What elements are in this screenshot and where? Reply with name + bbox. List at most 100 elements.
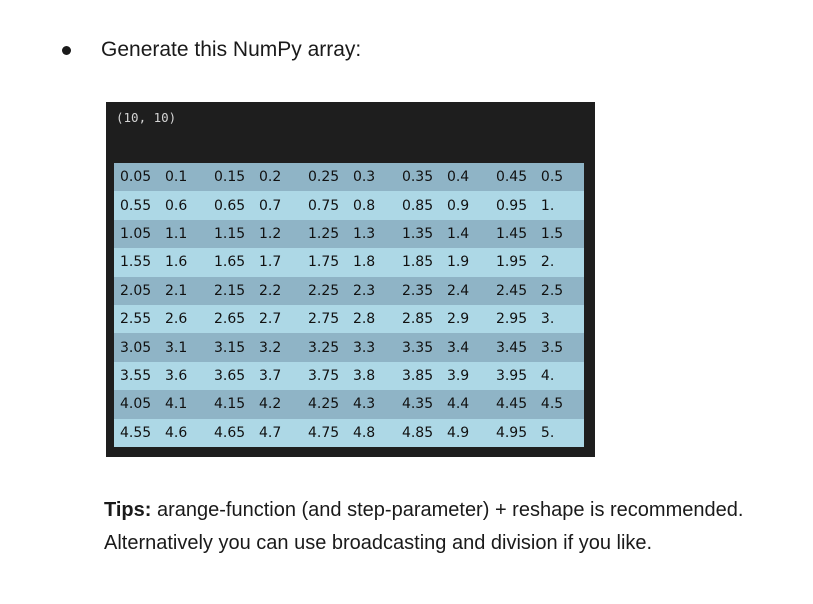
array-row: 4.05 4.1 4.15 4.2 4.25 4.3 4.35 4.4 4.45 4.5 <box>114 390 584 419</box>
array-cell: 2.3 <box>352 276 396 305</box>
array-cell: 0.85 <box>395 191 447 220</box>
instruction-bullet: Generate this NumPy array: <box>62 38 361 62</box>
array-cell: 4.3 <box>352 390 396 419</box>
array-cell: 1.7 <box>258 248 302 277</box>
array-cell: 2.25 <box>301 276 353 305</box>
array-cell: 1.85 <box>395 248 447 277</box>
array-cell: 2.1 <box>164 276 208 305</box>
array-cell: 3. <box>540 304 584 334</box>
array-cell: 1.4 <box>446 219 490 249</box>
array-cell: 2. <box>540 248 584 277</box>
array-row: 1.55 1.6 1.65 1.7 1.75 1.8 1.85 1.9 1.95 2. <box>114 248 584 277</box>
array-cell: 3.7 <box>258 361 302 391</box>
array-cell: 3.55 <box>114 361 165 391</box>
array-cell: 1. <box>540 191 584 220</box>
array-cell: 4.95 <box>489 418 541 447</box>
array-cell: 4.4 <box>446 390 490 419</box>
array-cell: 3.9 <box>446 361 490 391</box>
array-cell: 2.95 <box>489 304 541 334</box>
array-cell: 2.65 <box>207 304 259 334</box>
array-cell: 2.7 <box>258 304 302 334</box>
array-row: 3.05 3.1 3.15 3.2 3.25 3.3 3.35 3.4 3.45 3.5 <box>114 333 584 362</box>
array-cell: 0.95 <box>489 191 541 220</box>
array-cell: 0.6 <box>164 191 208 220</box>
array-cell: 2.4 <box>446 276 490 305</box>
array-cell: 0.3 <box>352 163 396 192</box>
array-cell: 4.7 <box>258 418 302 447</box>
array-cell: 2.2 <box>258 276 302 305</box>
array-cell: 4.1 <box>164 390 208 419</box>
array-row: 3.55 3.6 3.65 3.7 3.75 3.8 3.85 3.9 3.95 4. <box>114 361 584 391</box>
array-cell: 0.65 <box>207 191 259 220</box>
array-shape-text: (10, 10) <box>116 110 177 125</box>
array-cell: 1.1 <box>164 219 208 249</box>
array-cell: 1.55 <box>114 248 165 277</box>
bullet-dot-icon <box>62 45 71 55</box>
array-cell: 0.05 <box>114 163 165 192</box>
array-cell: 4.55 <box>114 418 165 447</box>
array-cell: 3.75 <box>301 361 353 391</box>
array-cell: 1.65 <box>207 248 259 277</box>
array-cell: 1.95 <box>489 248 541 277</box>
array-cell: 4.8 <box>352 418 396 447</box>
array-cell: 1.05 <box>114 219 165 249</box>
array-cell: 4.2 <box>258 390 302 419</box>
array-cell: 2.15 <box>207 276 259 305</box>
array-cell: 0.8 <box>352 191 396 220</box>
array-cell: 1.45 <box>489 219 541 249</box>
array-cell: 2.6 <box>164 304 208 334</box>
array-cell: 4.5 <box>540 390 584 419</box>
array-cell: 2.55 <box>114 304 165 334</box>
array-row: 4.55 4.6 4.65 4.7 4.75 4.8 4.85 4.9 4.95 5. <box>114 418 584 447</box>
array-cell: 4.05 <box>114 390 165 419</box>
array-cell: 1.15 <box>207 219 259 249</box>
array-cell: 0.9 <box>446 191 490 220</box>
array-cell: 3.65 <box>207 361 259 391</box>
array-cell: 1.2 <box>258 219 302 249</box>
array-cell: 4.45 <box>489 390 541 419</box>
array-cell: 0.7 <box>258 191 302 220</box>
array-cell: 4.75 <box>301 418 353 447</box>
array-cell: 2.85 <box>395 304 447 334</box>
array-table: 0.05 0.1 0.15 0.2 0.25 0.3 0.35 0.4 0.45 0.5 0.55 0… <box>114 163 584 447</box>
array-cell: 2.8 <box>352 304 396 334</box>
array-cell: 3.85 <box>395 361 447 391</box>
array-cell: 0.4 <box>446 163 490 192</box>
array-cell: 0.75 <box>301 191 353 220</box>
array-cell: 3.45 <box>489 333 541 362</box>
array-cell: 2.75 <box>301 304 353 334</box>
array-cell: 1.35 <box>395 219 447 249</box>
array-cell: 5. <box>540 418 584 447</box>
array-cell: 0.15 <box>207 163 259 192</box>
array-cell: 1.25 <box>301 219 353 249</box>
array-cell: 4. <box>540 361 584 391</box>
array-row: 1.05 1.1 1.15 1.2 1.25 1.3 1.35 1.4 1.45 1.5 <box>114 219 584 249</box>
array-cell: 1.6 <box>164 248 208 277</box>
array-cell: 3.95 <box>489 361 541 391</box>
array-row: 0.05 0.1 0.15 0.2 0.25 0.3 0.35 0.4 0.45 0.5 <box>114 163 584 192</box>
array-cell: 3.4 <box>446 333 490 362</box>
array-cell: 3.2 <box>258 333 302 362</box>
array-cell: 3.15 <box>207 333 259 362</box>
array-output-box: (10, 10) 0.05 0.1 0.15 0.2 0.25 0.3 0.35 0.4 0.4… <box>106 102 595 457</box>
array-row: 2.05 2.1 2.15 2.2 2.25 2.3 2.35 2.4 2.45 2.5 <box>114 276 584 305</box>
array-cell: 0.5 <box>540 163 584 192</box>
array-cell: 3.25 <box>301 333 353 362</box>
array-cell: 4.25 <box>301 390 353 419</box>
array-cell: 3.05 <box>114 333 165 362</box>
array-row: 2.55 2.6 2.65 2.7 2.75 2.8 2.85 2.9 2.95 3. <box>114 304 584 334</box>
array-cell: 1.3 <box>352 219 396 249</box>
array-cell: 1.9 <box>446 248 490 277</box>
array-cell: 1.5 <box>540 219 584 249</box>
array-cell: 0.1 <box>164 163 208 192</box>
array-cell: 4.6 <box>164 418 208 447</box>
array-cell: 3.8 <box>352 361 396 391</box>
array-cell: 3.3 <box>352 333 396 362</box>
array-cell: 1.8 <box>352 248 396 277</box>
array-cell: 2.5 <box>540 276 584 305</box>
array-cell: 4.15 <box>207 390 259 419</box>
tips-text: arange-function (and step-parameter) + r… <box>104 499 744 554</box>
array-cell: 2.45 <box>489 276 541 305</box>
array-cell: 2.05 <box>114 276 165 305</box>
array-row: 0.55 0.6 0.65 0.7 0.75 0.8 0.85 0.9 0.95 1. <box>114 191 584 220</box>
